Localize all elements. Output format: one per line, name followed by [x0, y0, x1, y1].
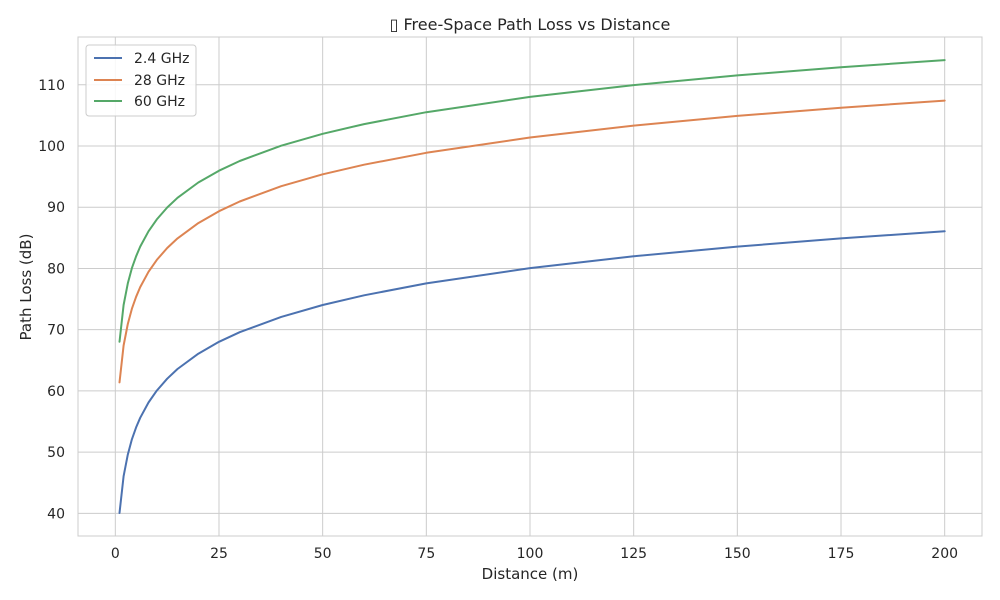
x-axis-title: Distance (m)	[482, 565, 579, 583]
x-tick-label: 25	[210, 546, 228, 562]
y-tick-label: 110	[38, 78, 65, 94]
series-lines	[118, 59, 946, 514]
legend-label-2-4-ghz: 2.4 GHz	[134, 51, 189, 67]
y-tick-label: 50	[47, 445, 65, 461]
legend-label-28-ghz: 28 GHz	[134, 73, 185, 89]
x-tick-label: 175	[828, 546, 855, 562]
y-axis-title: Path Loss (dB)	[17, 234, 35, 341]
grid	[78, 37, 982, 536]
series-line-60-ghz	[118, 59, 946, 343]
series-line-28-ghz	[118, 99, 946, 384]
x-tick-label: 75	[417, 546, 435, 562]
x-axis-ticks: 0 25 50 75 100 125 150 175 200	[111, 546, 958, 562]
x-tick-label: 100	[517, 546, 544, 562]
x-tick-label: 50	[314, 546, 332, 562]
x-tick-label: 125	[620, 546, 647, 562]
y-axis-ticks: 40 50 60 70 80 90 100 110	[38, 78, 65, 523]
x-tick-label: 150	[724, 546, 751, 562]
y-tick-label: 90	[47, 200, 65, 216]
legend-box	[85, 44, 197, 117]
series-line-2-4-ghz	[118, 230, 946, 514]
plot-area	[77, 36, 983, 537]
chart-title: ▯ Free-Space Path Loss vs Distance	[390, 15, 671, 34]
x-tick-label: 200	[931, 546, 958, 562]
y-tick-label: 70	[47, 323, 65, 339]
y-tick-label: 80	[47, 261, 65, 277]
y-tick-label: 100	[38, 139, 65, 155]
legend: 2.4 GHz 28 GHz 60 GHz	[85, 44, 197, 117]
legend-label-60-ghz: 60 GHz	[134, 94, 185, 110]
y-tick-label: 40	[47, 506, 65, 522]
x-tick-label: 0	[111, 546, 120, 562]
y-tick-label: 60	[47, 384, 65, 400]
